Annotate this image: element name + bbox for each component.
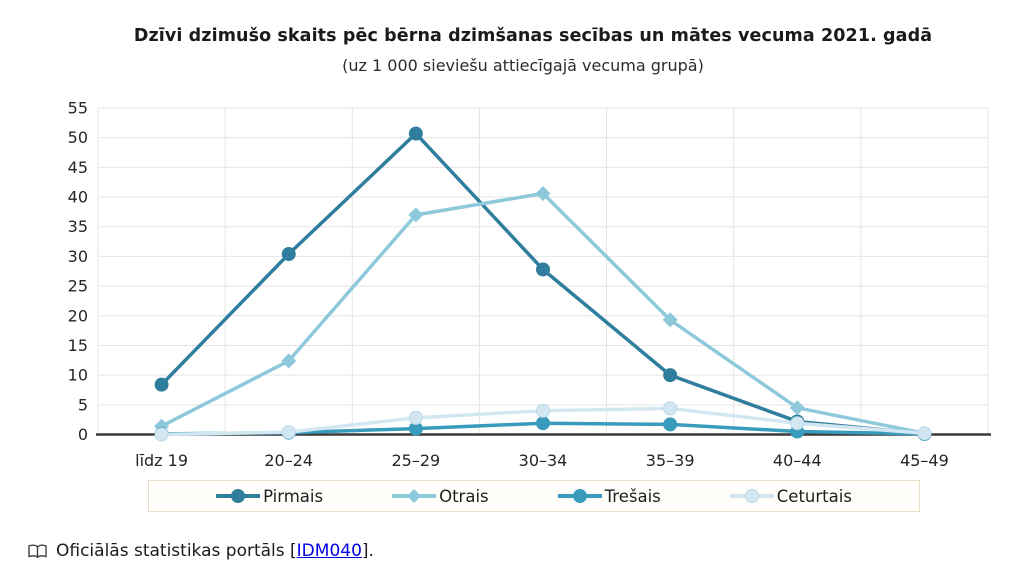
legend-marker-ceturtais [729, 489, 774, 503]
data-point-ceturtais[interactable] [154, 427, 169, 442]
series-line-pirmais [159, 131, 927, 436]
y-tick-label: 55 [68, 99, 88, 118]
legend-label: Trešais [604, 486, 661, 506]
chart-subtitle: (uz 1 000 sieviešu attiecīgajā vecuma gr… [342, 56, 704, 75]
open-book-icon [28, 543, 47, 558]
y-tick-label: 50 [68, 128, 88, 147]
legend-label: Pirmais [263, 486, 324, 506]
data-point-pirmais[interactable] [408, 126, 423, 141]
y-tick-label: 35 [68, 217, 88, 236]
y-tick-label: 10 [68, 366, 88, 385]
legend-marker-trešais [557, 489, 602, 503]
legend-label: Ceturtais [776, 486, 852, 506]
source-link[interactable]: IDM040 [296, 541, 362, 561]
data-point-pirmais[interactable] [536, 262, 550, 277]
data-point-otrais[interactable] [789, 400, 805, 416]
data-point-ceturtais[interactable] [408, 410, 423, 425]
x-tick-label: 40–44 [773, 451, 822, 470]
x-tick-label: līdz 19 [135, 451, 188, 470]
y-tick-label: 20 [68, 306, 88, 325]
data-point-trešais[interactable] [536, 416, 550, 431]
x-tick-label: 25–29 [391, 451, 440, 470]
data-point-ceturtais[interactable] [790, 416, 805, 431]
legend-item-otrais[interactable]: Otrais [392, 487, 489, 506]
legend-item-pirmais[interactable]: Pirmais [216, 487, 323, 506]
y-tick-label: 30 [68, 247, 88, 266]
x-tick-label: 35–39 [646, 451, 695, 470]
x-tick-label: 20–24 [264, 451, 313, 470]
source-note: Oficiālās statistikas portāls [IDM040]. [27, 541, 374, 561]
legend-marker-otrais [392, 489, 437, 503]
y-tick-label: 0 [78, 425, 88, 444]
legend-marker-pirmais [216, 489, 261, 503]
y-tick-label: 25 [68, 277, 88, 296]
legend-item-ceturtais[interactable]: Ceturtais [729, 486, 852, 506]
y-tick-label: 5 [78, 395, 88, 414]
series-line-otrais [159, 191, 927, 436]
x-tick-label: 30–34 [519, 451, 568, 470]
y-tick-label: 40 [68, 188, 88, 207]
legend-item-trešais[interactable]: Trešais [557, 486, 661, 506]
y-tick-label: 45 [68, 158, 88, 177]
data-point-ceturtais[interactable] [917, 426, 932, 441]
data-point-otrais[interactable] [535, 185, 551, 201]
x-tick-label: 45–49 [900, 451, 949, 470]
data-point-pirmais[interactable] [281, 247, 296, 262]
legend-label: Otrais [439, 486, 489, 506]
data-point-pirmais[interactable] [154, 377, 169, 392]
data-point-otrais[interactable] [408, 207, 424, 223]
data-point-ceturtais[interactable] [536, 403, 550, 418]
data-point-otrais[interactable] [662, 312, 678, 328]
data-point-ceturtais[interactable] [281, 425, 296, 440]
data-point-trešais[interactable] [663, 417, 678, 432]
data-point-ceturtais[interactable] [663, 401, 678, 416]
data-point-pirmais[interactable] [663, 368, 678, 383]
y-tick-label: 15 [68, 336, 88, 355]
source-text: Oficiālās statistikas portāls [IDM040]. [56, 541, 374, 561]
chart-legend: Pirmais Otrais Trešais Ceturtais [148, 480, 920, 512]
data-point-otrais[interactable] [281, 353, 297, 369]
chart-title: Dzīvi dzimušo skaits pēc bērna dzimšanas… [133, 26, 933, 46]
